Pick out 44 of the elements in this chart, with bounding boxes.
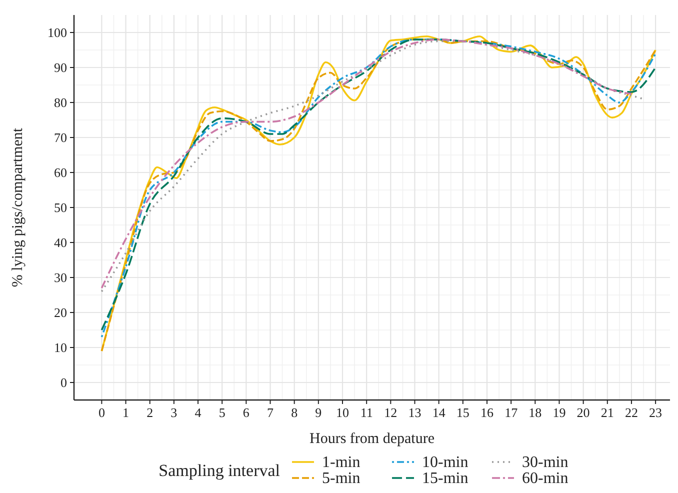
y-tick-label: 30: [54, 270, 67, 285]
x-tick-label: 17: [504, 405, 518, 420]
x-tick-label: 6: [242, 405, 250, 420]
y-tick-label: 40: [54, 235, 67, 250]
y-tick-label: 0: [60, 375, 67, 390]
x-tick-label: 14: [432, 405, 446, 420]
x-tick-label: 5: [218, 405, 226, 420]
legend-label: 15-min: [422, 470, 468, 487]
x-tick-label: 11: [360, 405, 373, 420]
x-tick-label: 16: [480, 405, 494, 420]
legend-title: Sampling interval: [158, 461, 280, 480]
y-tick-label: 80: [54, 95, 67, 110]
x-tick-label: 12: [384, 405, 398, 420]
x-tick-label: 18: [528, 405, 542, 420]
legend-label: 60-min: [522, 470, 568, 487]
x-tick-label: 1: [122, 405, 130, 420]
legend-label: 10-min: [422, 454, 468, 471]
x-axis-title: Hours from depature: [310, 431, 435, 447]
y-tick-label: 90: [54, 60, 67, 75]
y-tick-label: 60: [54, 165, 67, 180]
x-tick-label: 10: [336, 405, 349, 420]
x-tick-label: 19: [552, 405, 566, 420]
x-tick-label: 23: [649, 405, 662, 420]
y-tick-label: 70: [54, 130, 67, 145]
x-tick-label: 21: [600, 405, 614, 420]
x-tick-label: 20: [576, 405, 590, 420]
y-axis-title: % lying pigs/compartment: [10, 127, 26, 288]
y-tick-label: 50: [54, 200, 67, 215]
y-tick-label: 10: [54, 340, 67, 355]
x-tick-label: 4: [194, 405, 202, 420]
x-tick-label: 22: [624, 405, 638, 420]
legend-label: 1-min: [322, 454, 360, 471]
x-tick-label: 2: [146, 405, 154, 420]
x-tick-label: 15: [456, 405, 470, 420]
x-tick-label: 3: [170, 405, 178, 420]
x-tick-label: 0: [98, 405, 105, 420]
x-tick-label: 7: [267, 405, 274, 420]
legend-label: 30-min: [522, 454, 568, 471]
x-tick-label: 9: [315, 405, 322, 420]
x-tick-label: 13: [408, 405, 422, 420]
x-tick-label: 8: [291, 405, 298, 420]
y-tick-label: 100: [48, 25, 67, 40]
legend-label: 5-min: [322, 470, 360, 487]
y-tick-label: 20: [54, 305, 67, 320]
